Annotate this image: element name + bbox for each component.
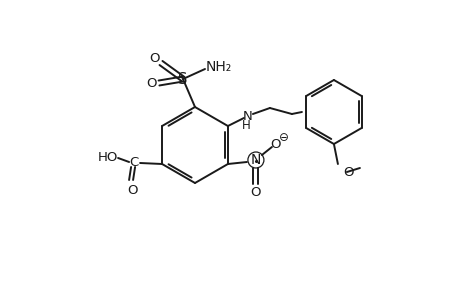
Text: H: H [241, 118, 250, 131]
Text: N: N [242, 110, 252, 122]
Text: O: O [146, 76, 157, 89]
Text: ⊖: ⊖ [278, 130, 288, 143]
Text: O: O [270, 137, 280, 151]
Text: C: C [129, 155, 139, 169]
Text: NH₂: NH₂ [206, 60, 232, 74]
Text: O: O [127, 184, 137, 197]
Text: HO: HO [98, 151, 118, 164]
Text: O: O [150, 52, 160, 64]
Text: S: S [178, 71, 187, 86]
Text: O: O [250, 187, 261, 200]
Text: O: O [342, 166, 353, 178]
Text: N: N [250, 153, 261, 167]
